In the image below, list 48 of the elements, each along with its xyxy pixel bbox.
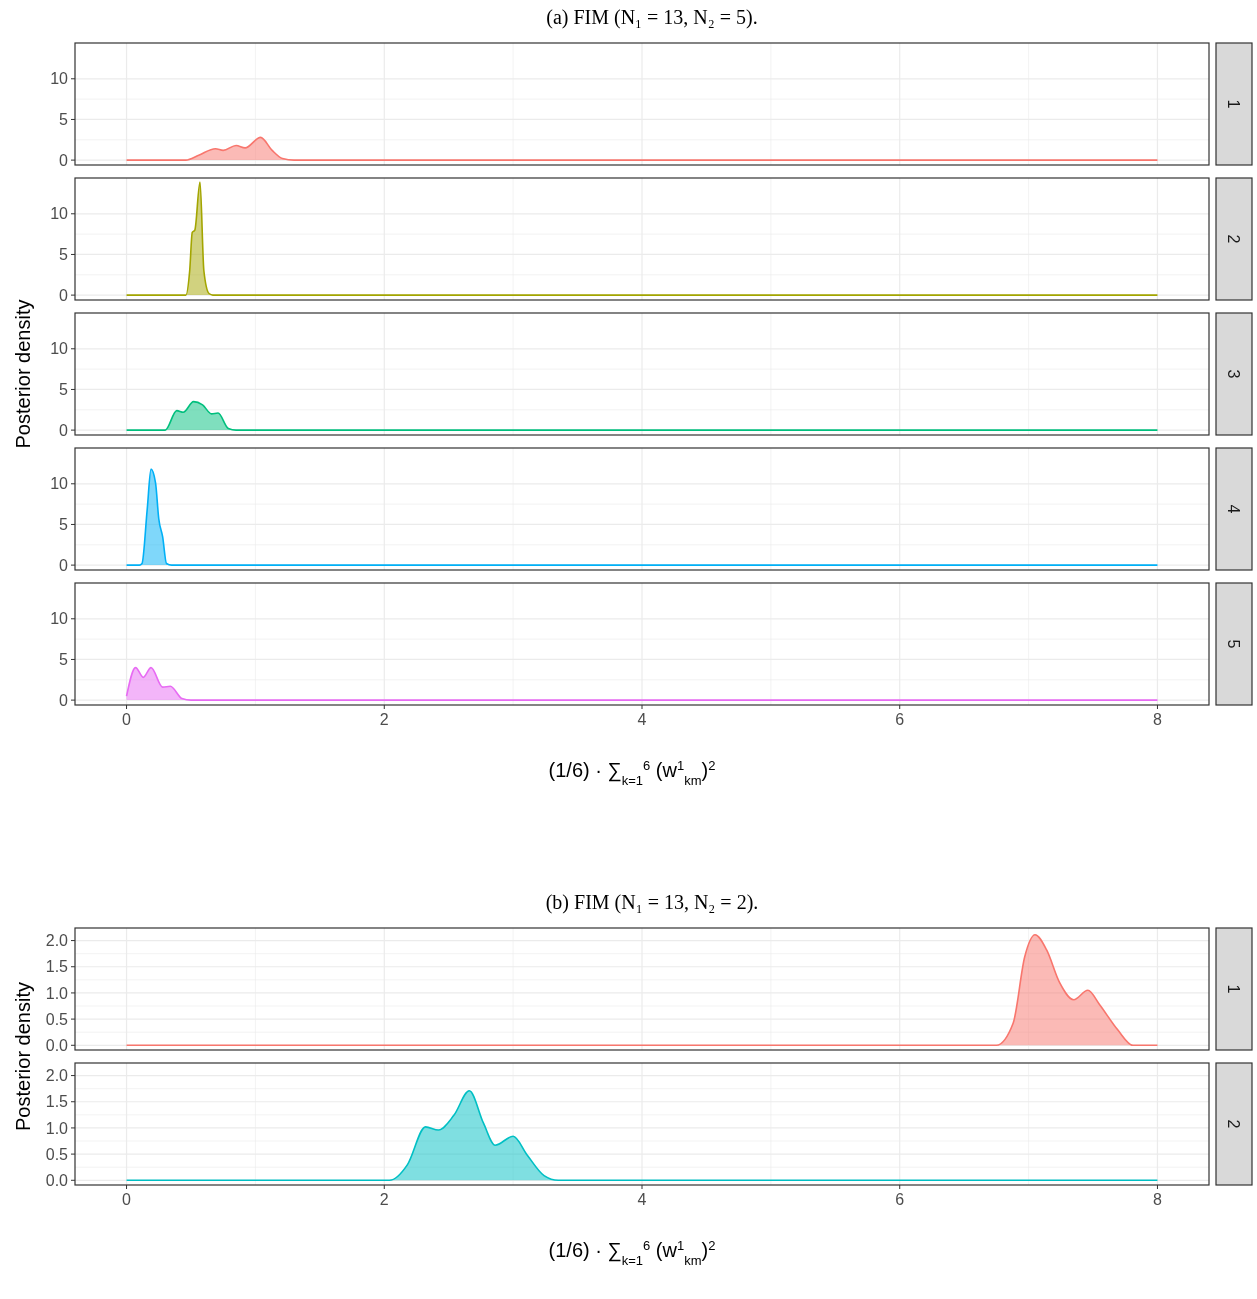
- y-tick-label: 0.5: [45, 1010, 69, 1028]
- y-axis-title: Posterior density: [12, 982, 34, 1131]
- text: 1: [1225, 984, 1243, 994]
- x-tick-label: 8: [1153, 711, 1162, 728]
- x-tick-label: 6: [895, 711, 905, 728]
- y-tick-label: 0: [59, 556, 69, 574]
- y-tick-label: 5: [59, 111, 69, 129]
- x-tick-label: 4: [637, 711, 647, 728]
- y-tick-label: 10: [50, 70, 69, 88]
- x-tick-label: 0: [122, 1191, 132, 1208]
- text: 5: [1225, 639, 1243, 649]
- y-tick-label: 1.5: [45, 1093, 69, 1111]
- y-tick-label: 2.0: [45, 932, 69, 950]
- x-tick-label: 2: [379, 711, 389, 728]
- y-tick-label: 1.0: [45, 1119, 69, 1137]
- y-tick-label: 2.0: [45, 1067, 69, 1085]
- chart-title: (b) FIM (N₁ = 13, N₂ = 2).: [545, 891, 759, 914]
- text: 4: [1225, 504, 1243, 514]
- x-tick-label: 2: [379, 1191, 389, 1208]
- y-tick-label: 5: [59, 381, 69, 399]
- y-tick-label: 0.0: [45, 1171, 69, 1189]
- x-axis-title: (1/6) · ∑$_{k=1}$$^{6}$ (w$^{1}$$_{km}$)$^{2}$: [548, 757, 716, 788]
- x-tick-label: 4: [637, 1191, 647, 1208]
- x-tick-label: 6: [895, 1191, 905, 1208]
- y-tick-label: 0: [59, 286, 69, 304]
- x-tick-label: 0: [122, 711, 132, 728]
- y-tick-label: 0.5: [45, 1145, 69, 1163]
- y-tick-label: 10: [50, 475, 69, 493]
- y-tick-label: 10: [50, 610, 69, 628]
- y-axis-title: Posterior density: [12, 299, 34, 449]
- text: 1: [1225, 99, 1243, 109]
- y-tick-label: 5: [59, 246, 69, 264]
- y-tick-label: 0: [59, 151, 69, 169]
- chart-title: (a) FIM (N₁ = 13, N₂ = 5).: [546, 6, 758, 29]
- x-axis-title: (1/6) · ∑$_{k=1}$$^{6}$ (w$^{1}$$_{km}$)$^{2}$: [548, 1237, 716, 1268]
- y-tick-label: 1.0: [45, 984, 69, 1002]
- y-tick-label: 0.0: [45, 1036, 69, 1054]
- x-tick-label: 8: [1153, 1191, 1162, 1208]
- y-tick-label: 0: [59, 691, 69, 709]
- y-tick-label: 5: [59, 651, 69, 669]
- text: 3: [1225, 369, 1243, 379]
- text: 2: [1225, 234, 1243, 244]
- y-tick-label: 5: [59, 516, 69, 534]
- text: 2: [1225, 1119, 1243, 1129]
- y-tick-label: 10: [50, 205, 69, 223]
- y-tick-label: 1.5: [45, 958, 69, 976]
- y-tick-label: 0: [59, 421, 69, 439]
- y-tick-label: 10: [50, 340, 69, 358]
